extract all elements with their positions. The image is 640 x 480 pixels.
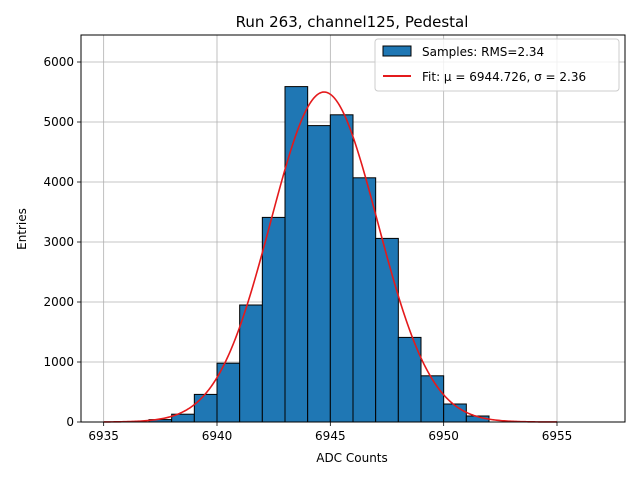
- histogram-bars: [148, 86, 490, 423]
- y-tick-label: 4000: [43, 175, 74, 189]
- y-axis-label: Entries: [15, 208, 29, 250]
- legend-fit-label: Fit: μ = 6944.726, σ = 2.36: [422, 70, 586, 84]
- y-tick-label: 2000: [43, 295, 74, 309]
- histogram-bar: [284, 86, 309, 423]
- x-tick-label: 6935: [88, 429, 119, 443]
- histogram-bar: [239, 304, 263, 423]
- y-tick-label: 6000: [43, 55, 74, 69]
- y-axis-ticks: 0 1000 2000 3000 4000 5000 6000: [43, 55, 81, 429]
- y-tick-label: 1000: [43, 355, 74, 369]
- y-tick-label: 0: [66, 415, 74, 429]
- legend-samples-label: Samples: RMS=2.34: [422, 45, 544, 59]
- histogram-bar: [261, 216, 286, 423]
- y-tick-label: 5000: [43, 115, 74, 129]
- histogram-bar: [443, 403, 467, 423]
- x-tick-label: 6945: [315, 429, 346, 443]
- x-tick-label: 6940: [202, 429, 233, 443]
- x-axis-ticks: 6935 6940 6945 6950 6955: [88, 422, 572, 443]
- legend-samples-swatch: [382, 45, 412, 57]
- histogram-bar: [307, 125, 331, 423]
- fit-curve-group: [103, 91, 557, 423]
- chart-title: Run 263, channel125, Pedestal: [236, 13, 469, 31]
- plot-frame: [80, 34, 626, 423]
- legend: Samples: RMS=2.34 Fit: μ = 6944.726, σ =…: [374, 38, 620, 92]
- histogram-bar: [352, 177, 377, 423]
- legend-box: [374, 38, 620, 92]
- x-axis-label: ADC Counts: [316, 451, 388, 465]
- histogram-bar: [375, 237, 399, 423]
- y-tick-label: 3000: [43, 235, 74, 249]
- x-tick-label: 6955: [542, 429, 573, 443]
- histogram-bar: [193, 393, 218, 423]
- histogram-bar: [329, 114, 354, 423]
- fit-curve: [103, 91, 557, 423]
- x-tick-label: 6950: [428, 429, 459, 443]
- histogram-bar: [420, 375, 445, 423]
